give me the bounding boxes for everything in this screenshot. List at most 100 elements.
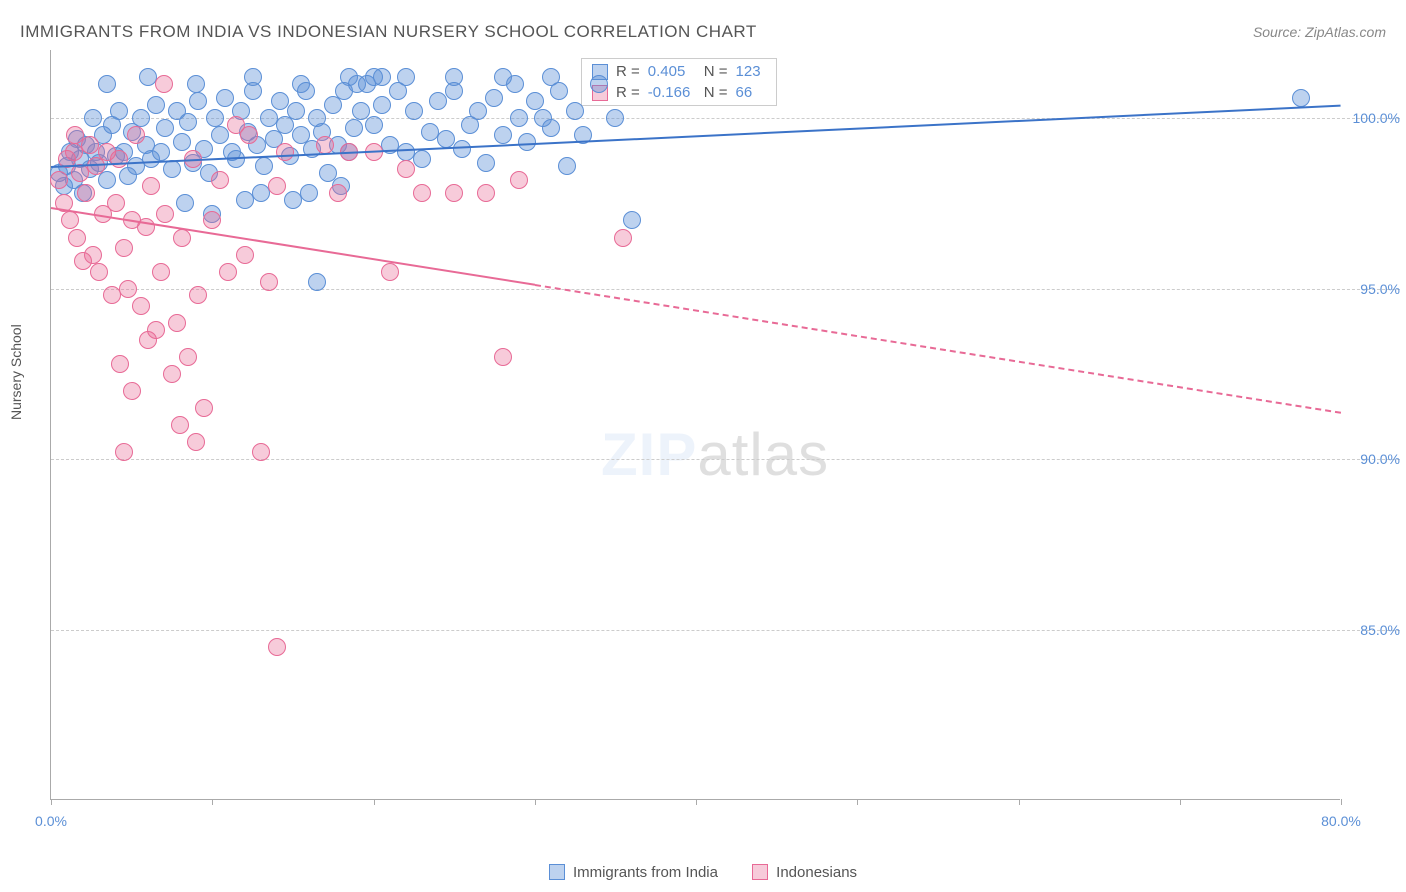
- data-point: [405, 102, 423, 120]
- stat-n-value: 123: [736, 63, 766, 80]
- stats-row: R = -0.166 N = 66: [592, 84, 766, 101]
- data-point: [494, 126, 512, 144]
- gridline: [51, 118, 1400, 119]
- x-tick-label: 0.0%: [35, 813, 67, 829]
- data-point: [163, 160, 181, 178]
- data-point: [437, 130, 455, 148]
- x-tick: [374, 799, 375, 805]
- data-point: [84, 109, 102, 127]
- data-point: [558, 157, 576, 175]
- data-point: [413, 184, 431, 202]
- data-point: [477, 154, 495, 172]
- gridline: [51, 630, 1400, 631]
- data-point: [287, 102, 305, 120]
- data-point: [139, 331, 157, 349]
- data-point: [510, 171, 528, 189]
- data-point: [176, 194, 194, 212]
- data-point: [494, 68, 512, 86]
- legend-label: Indonesians: [776, 864, 857, 881]
- data-point: [84, 246, 102, 264]
- data-point: [252, 443, 270, 461]
- data-point: [189, 286, 207, 304]
- data-point: [614, 229, 632, 247]
- stat-n-label: N =: [704, 84, 728, 101]
- data-point: [142, 177, 160, 195]
- stat-r-label: R =: [616, 63, 640, 80]
- data-point: [485, 89, 503, 107]
- legend-item-indonesia: Indonesians: [752, 864, 857, 881]
- data-point: [110, 150, 128, 168]
- data-point: [445, 184, 463, 202]
- x-tick: [51, 799, 52, 805]
- stats-legend: R = 0.405 N = 123 R = -0.166 N = 66: [581, 58, 777, 106]
- scatter-chart: ZIPatlas R =0.405N =123R =-0.166N =66 85…: [50, 50, 1340, 800]
- swatch-icon: [549, 864, 565, 880]
- data-point: [329, 184, 347, 202]
- data-point: [469, 102, 487, 120]
- data-point: [187, 433, 205, 451]
- data-point: [236, 246, 254, 264]
- data-point: [542, 68, 560, 86]
- y-tick-label: 90.0%: [1345, 451, 1400, 467]
- data-point: [397, 68, 415, 86]
- swatch-icon: [752, 864, 768, 880]
- data-point: [268, 177, 286, 195]
- data-point: [195, 399, 213, 417]
- stat-r-value: 0.405: [648, 63, 696, 80]
- data-point: [271, 92, 289, 110]
- data-point: [147, 96, 165, 114]
- y-axis-label: Nursery School: [8, 324, 24, 420]
- data-point: [292, 75, 310, 93]
- data-point: [477, 184, 495, 202]
- data-point: [189, 92, 207, 110]
- data-point: [119, 280, 137, 298]
- data-point: [623, 211, 641, 229]
- data-point: [179, 113, 197, 131]
- data-point: [348, 75, 366, 93]
- chart-source: Source: ZipAtlas.com: [1253, 24, 1386, 40]
- data-point: [107, 194, 125, 212]
- data-point: [365, 116, 383, 134]
- x-tick-label: 80.0%: [1321, 813, 1361, 829]
- stats-row: R =0.405N =123: [592, 63, 766, 80]
- data-point: [115, 239, 133, 257]
- stat-r-value: -0.166: [648, 84, 696, 101]
- data-point: [268, 638, 286, 656]
- data-point: [66, 126, 84, 144]
- data-point: [211, 171, 229, 189]
- data-point: [115, 443, 133, 461]
- data-point: [345, 119, 363, 137]
- data-point: [244, 68, 262, 86]
- data-point: [255, 157, 273, 175]
- y-tick-label: 95.0%: [1345, 281, 1400, 297]
- data-point: [1292, 89, 1310, 107]
- stat-r-label: R =: [616, 84, 640, 101]
- stat-n-value: 66: [736, 84, 766, 101]
- data-point: [171, 416, 189, 434]
- data-point: [542, 119, 560, 137]
- gridline: [51, 289, 1400, 290]
- data-point: [453, 140, 471, 158]
- data-point: [300, 184, 318, 202]
- data-point: [566, 102, 584, 120]
- data-point: [123, 382, 141, 400]
- data-point: [152, 263, 170, 281]
- data-point: [240, 126, 258, 144]
- legend-label: Immigrants from India: [573, 864, 718, 881]
- data-point: [445, 68, 463, 86]
- data-point: [381, 263, 399, 281]
- chart-title: IMMIGRANTS FROM INDIA VS INDONESIAN NURS…: [20, 22, 757, 42]
- watermark-light: atlas: [697, 421, 829, 488]
- data-point: [373, 96, 391, 114]
- gridline: [51, 459, 1400, 460]
- watermark-bold: ZIP: [601, 421, 697, 488]
- data-point: [132, 297, 150, 315]
- x-tick: [696, 799, 697, 805]
- data-point: [156, 119, 174, 137]
- data-point: [219, 263, 237, 281]
- data-point: [132, 109, 150, 127]
- data-point: [260, 273, 278, 291]
- y-tick-label: 85.0%: [1345, 622, 1400, 638]
- data-point: [203, 211, 221, 229]
- data-point: [163, 365, 181, 383]
